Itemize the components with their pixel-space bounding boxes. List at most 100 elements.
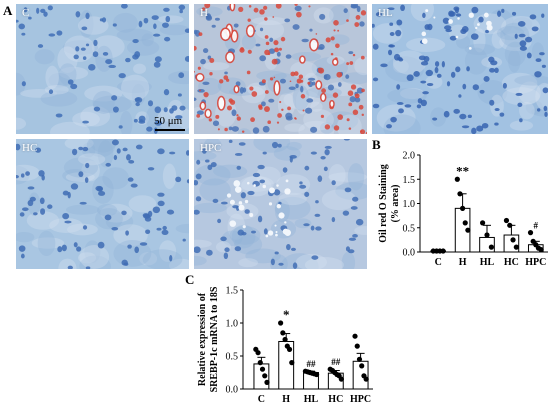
data-point <box>356 356 363 362</box>
y-tick-label: 0.0 <box>226 385 239 396</box>
cell-nucleus <box>214 17 220 21</box>
tissue-patch <box>126 39 160 56</box>
tissue-patch <box>81 142 96 158</box>
cell-nucleus <box>82 146 89 152</box>
cell-nucleus <box>455 66 461 73</box>
cell-nucleus <box>479 89 485 94</box>
cell-nucleus <box>196 159 201 165</box>
cell-nucleus <box>342 210 350 216</box>
tissue-patch <box>203 139 222 152</box>
cell-nucleus <box>200 58 206 65</box>
cell-nucleus <box>235 81 241 87</box>
cell-nucleus <box>75 11 81 18</box>
tissue-patch <box>213 164 248 179</box>
cell-nucleus <box>544 111 548 117</box>
oil-red-droplet <box>337 29 340 32</box>
cell-nucleus <box>310 126 318 133</box>
data-point <box>278 320 284 326</box>
cell-nucleus <box>539 52 545 56</box>
lipid-vacuole <box>284 188 291 195</box>
tissue-patch <box>16 72 26 96</box>
oil-red-droplet <box>355 15 361 20</box>
oil-red-droplet <box>300 79 304 83</box>
cell-nucleus <box>207 164 213 171</box>
oil-red-droplet <box>224 127 228 132</box>
cell-nucleus <box>289 156 293 163</box>
tissue-patch <box>508 49 521 73</box>
cell-nucleus <box>251 230 256 234</box>
cell-nucleus <box>432 117 438 121</box>
cell-nucleus <box>93 106 101 112</box>
tissue-patch <box>238 258 259 268</box>
oil-red-droplet <box>273 76 276 79</box>
cell-nucleus <box>67 265 73 269</box>
cell-nucleus <box>343 8 348 14</box>
bar-group-hl: HL ## <box>302 359 320 405</box>
cell-nucleus <box>85 162 90 169</box>
micrograph-hl: HL <box>372 4 548 134</box>
cell-nucleus <box>127 244 132 249</box>
tissue-patch <box>294 218 312 229</box>
cell-nucleus <box>274 251 279 255</box>
cell-nucleus <box>81 26 88 31</box>
bar-group-hc: HC ## <box>327 357 344 405</box>
cell-nucleus <box>436 73 442 78</box>
micrograph-hc: HC <box>16 139 189 269</box>
cell-nucleus <box>143 17 149 24</box>
tissue-patch <box>128 195 157 213</box>
data-point <box>465 227 471 233</box>
oil-red-droplet <box>273 40 279 46</box>
cell-nucleus <box>541 13 545 18</box>
cell-nucleus <box>154 120 162 126</box>
y-axis-label: Relative expression ofSREBP-1c mRNA to 1… <box>197 286 220 392</box>
oil-red-droplet <box>352 109 359 116</box>
oil-red-droplet <box>337 114 344 120</box>
oil-red-droplet <box>332 92 339 98</box>
oil-red-droplet <box>352 53 356 57</box>
lipid-vacuole <box>477 23 480 26</box>
cell-nucleus <box>228 139 233 144</box>
cell-nucleus <box>372 23 375 28</box>
oil-red-droplet <box>333 19 339 26</box>
cell-nucleus <box>134 51 141 58</box>
cell-nucleus <box>16 143 21 151</box>
oil-red-droplet <box>238 6 244 13</box>
tissue-background <box>194 4 367 134</box>
cell-nucleus <box>413 71 420 77</box>
tissue-patch <box>65 204 100 215</box>
cell-nucleus <box>132 39 139 44</box>
cell-nucleus <box>517 102 523 107</box>
cell-nucleus <box>143 213 151 219</box>
y-tick-label: 1.5 <box>403 175 416 186</box>
cell-nucleus <box>420 80 427 84</box>
tissue-patch <box>102 167 130 190</box>
cell-nucleus <box>352 234 358 238</box>
cell-nucleus <box>75 46 80 52</box>
oil-red-droplet <box>203 92 209 98</box>
cell-nucleus <box>35 147 42 153</box>
tissue-patch <box>97 203 118 217</box>
bar-group-h: H ** <box>454 163 471 268</box>
cell-nucleus <box>310 225 315 231</box>
tissue-patch <box>194 164 231 186</box>
cell-nucleus <box>82 120 89 124</box>
cell-nucleus <box>23 7 28 13</box>
cell-nucleus <box>162 22 169 28</box>
cell-nucleus <box>343 139 350 141</box>
cell-nucleus <box>204 159 210 163</box>
cell-nucleus <box>489 99 495 106</box>
data-point <box>352 333 358 339</box>
cell-nucleus <box>195 196 202 202</box>
oil-red-droplet <box>335 43 340 49</box>
cell-nucleus <box>194 97 197 101</box>
x-tick-label: HL <box>480 257 495 268</box>
cell-nucleus <box>529 14 537 20</box>
cell-nucleus <box>123 262 129 266</box>
oil-red-droplet <box>290 71 296 77</box>
lipid-vacuole <box>229 4 236 12</box>
tissue-patch <box>84 240 101 263</box>
cell-nucleus <box>543 105 548 112</box>
cell-nucleus <box>224 247 230 253</box>
cell-nucleus <box>138 20 143 28</box>
cell-nucleus <box>420 61 429 66</box>
